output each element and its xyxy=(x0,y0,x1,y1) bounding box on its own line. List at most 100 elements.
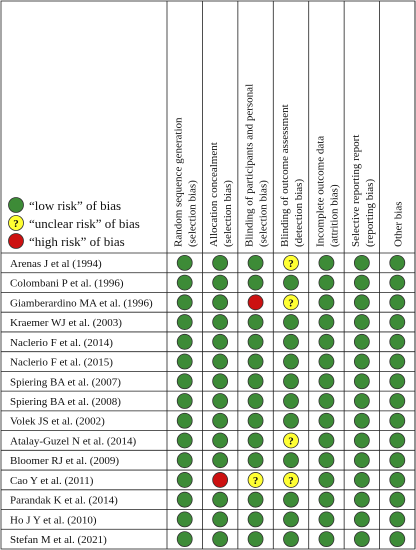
judgement-marker xyxy=(176,373,193,390)
judgement-marker xyxy=(353,393,370,409)
judgement-marker xyxy=(389,472,406,488)
judgement-marker xyxy=(283,531,299,548)
legend-marker xyxy=(8,215,24,231)
judgement-marker xyxy=(318,274,335,291)
judgement-marker xyxy=(212,452,229,469)
judgement-marker xyxy=(389,254,406,271)
column-header: Random sequence generation xyxy=(173,117,185,247)
legend-label: “unclear risk” of bias xyxy=(29,216,140,231)
judgement-marker xyxy=(283,294,299,311)
judgement-marker xyxy=(283,432,299,449)
judgement-marker xyxy=(318,373,335,390)
column-header: (selection bias) xyxy=(222,180,234,247)
judgement-marker xyxy=(389,274,406,291)
judgement-marker xyxy=(176,531,193,548)
judgement-marker xyxy=(247,472,264,488)
judgement-marker xyxy=(212,412,229,429)
judgement-marker xyxy=(247,333,264,350)
study-name: Stefan M et al. (2021) xyxy=(10,534,107,546)
column-header: Allocation concealment xyxy=(208,142,220,247)
judgement-marker xyxy=(212,314,229,330)
judgement-marker xyxy=(283,314,299,330)
study-name: Giamberardino MA et al. (1996) xyxy=(10,297,153,309)
study-name: Atalay-Guzel N et al. (2014) xyxy=(10,435,136,447)
study-name: Spiering BA et al. (2007) xyxy=(10,376,121,388)
study-name: Arenas J et al (1994) xyxy=(10,258,102,270)
legend-marker xyxy=(8,233,24,249)
judgement-marker xyxy=(353,333,370,350)
judgement-marker xyxy=(318,491,335,508)
judgement-marker xyxy=(353,491,370,508)
study-name: Naclerio F et al. (2014) xyxy=(10,337,113,349)
judgement-marker xyxy=(318,412,335,429)
judgement-marker xyxy=(247,353,264,370)
column-header: Selective reporting report xyxy=(350,135,362,247)
judgement-marker xyxy=(247,393,264,409)
column-header: (reporting bias) xyxy=(364,179,376,247)
judgement-marker xyxy=(318,393,335,409)
judgement-marker xyxy=(318,452,335,469)
column-header: Blinding of participants and personal xyxy=(244,84,256,247)
judgement-marker xyxy=(176,314,193,330)
judgement-marker xyxy=(353,511,370,528)
judgement-marker xyxy=(353,294,370,311)
unclear-symbol: ? xyxy=(288,297,294,309)
judgement-marker xyxy=(247,491,264,508)
judgement-marker xyxy=(283,333,299,350)
judgement-marker xyxy=(247,452,264,469)
judgement-marker xyxy=(353,531,370,548)
legend-label: “low risk” of bias xyxy=(29,198,121,213)
judgement-marker xyxy=(353,472,370,488)
judgement-marker xyxy=(389,452,406,469)
judgement-marker xyxy=(353,314,370,330)
judgement-marker xyxy=(212,373,229,390)
study-name: Ho J Y et al. (2010) xyxy=(10,514,97,526)
judgement-marker xyxy=(283,491,299,508)
judgement-marker xyxy=(353,412,370,429)
judgement-marker xyxy=(212,274,229,291)
judgement-marker xyxy=(353,373,370,390)
judgement-marker xyxy=(353,353,370,370)
judgement-marker xyxy=(318,472,335,488)
judgement-marker xyxy=(318,531,335,548)
judgement-marker xyxy=(176,432,193,449)
judgement-marker xyxy=(176,353,193,370)
judgement-marker xyxy=(318,333,335,350)
legend-marker xyxy=(8,197,24,213)
judgement-marker xyxy=(389,373,406,390)
study-name: Spiering BA et al. (2008) xyxy=(10,396,121,408)
judgement-marker xyxy=(247,511,264,528)
unclear-symbol: ? xyxy=(253,475,259,487)
judgement-marker xyxy=(389,393,406,409)
judgement-marker xyxy=(247,314,264,330)
judgement-marker xyxy=(389,432,406,449)
judgement-marker xyxy=(389,412,406,429)
judgement-marker xyxy=(212,511,229,528)
judgement-marker xyxy=(176,452,193,469)
judgement-marker xyxy=(247,531,264,548)
judgement-marker xyxy=(353,274,370,291)
judgement-marker xyxy=(353,432,370,449)
judgement-marker xyxy=(247,412,264,429)
judgement-marker xyxy=(318,314,335,330)
judgement-marker xyxy=(318,511,335,528)
column-header: Other bias xyxy=(392,201,404,247)
judgement-marker xyxy=(212,333,229,350)
judgement-marker xyxy=(176,254,193,271)
judgement-marker xyxy=(247,373,264,390)
judgement-marker xyxy=(247,254,264,271)
judgement-marker xyxy=(247,432,264,449)
column-header: (detection bias) xyxy=(293,179,305,247)
judgement-marker xyxy=(283,274,299,291)
judgement-marker xyxy=(389,314,406,330)
column-header: Incomplete outcome data xyxy=(314,136,326,247)
study-name: Bloomer RJ et al. (2009) xyxy=(10,455,119,467)
judgement-marker xyxy=(318,294,335,311)
study-name: Colombani P et al. (1996) xyxy=(10,278,124,290)
legend-label: “high risk” of bias xyxy=(29,234,125,249)
judgement-marker xyxy=(212,393,229,409)
judgement-marker xyxy=(212,353,229,370)
unclear-symbol: ? xyxy=(288,258,294,270)
column-header: (selection bias) xyxy=(258,180,270,247)
